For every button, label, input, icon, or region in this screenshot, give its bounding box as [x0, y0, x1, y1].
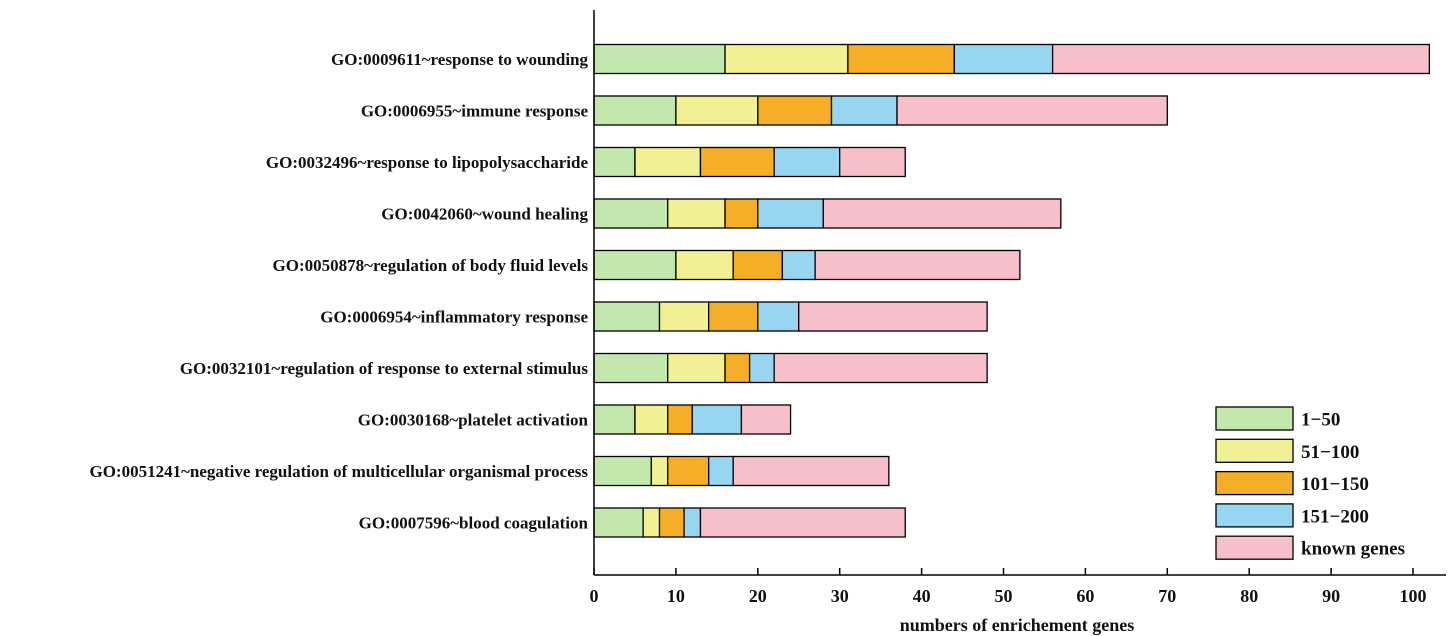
bar-segment	[667, 198, 726, 229]
bar-segment	[634, 146, 702, 178]
bar-segment	[724, 352, 751, 384]
x-tick-label: 70	[1158, 586, 1176, 606]
bar-segment	[748, 352, 775, 384]
bar-segment	[773, 352, 988, 384]
bar-segment	[593, 198, 669, 229]
legend-label: 51−100	[1301, 442, 1359, 463]
category-label: GO:0006954~inflammatory response	[320, 308, 588, 327]
legend-swatch	[1215, 438, 1294, 463]
category-label: GO:0009611~response to wounding	[331, 50, 588, 69]
legend: 1−50 51−100 101−150 151−200 known genes	[1215, 406, 1405, 560]
bar-segment	[675, 249, 734, 281]
bar-segment	[667, 404, 693, 435]
bar-segment	[642, 507, 661, 538]
legend-label: 151−200	[1301, 506, 1369, 527]
bar-segment	[896, 95, 1168, 126]
axes: 0 10 20 30 40 50 60 70 80 90 100 numbers of enrich…	[590, 10, 1446, 635]
x-tick-label: 0	[590, 586, 599, 606]
category-label: GO:0050878~regulation of body fluid leve…	[273, 256, 589, 275]
category-label: GO:0030168~platelet activation	[358, 411, 589, 430]
bar-segment	[634, 404, 669, 435]
bar-segment	[658, 507, 685, 538]
bar-segment	[757, 301, 800, 332]
bar-segment	[593, 404, 636, 435]
bar-segment	[593, 507, 644, 538]
bar-segment	[822, 198, 1062, 229]
bars	[593, 43, 1431, 538]
bar-segment	[953, 43, 1054, 75]
bar-segment	[699, 146, 775, 178]
x-tick-label: 80	[1240, 586, 1258, 606]
x-axis-title: numbers of enrichement genes	[900, 615, 1134, 635]
category-label: GO:0007596~blood coagulation	[359, 514, 589, 533]
legend-swatch	[1215, 535, 1294, 560]
bar-segment	[699, 507, 906, 538]
bar-segment	[593, 249, 677, 281]
category-label: GO:0051241~negative regulation of multic…	[89, 462, 588, 481]
legend-swatch	[1215, 470, 1294, 496]
bar-segment	[593, 43, 726, 75]
bar-segment	[593, 301, 661, 332]
bar-segment	[593, 352, 669, 384]
bar-segment	[740, 404, 792, 435]
legend-swatch	[1215, 406, 1294, 431]
bar-segment	[814, 249, 1021, 281]
x-tick-label: 60	[1076, 586, 1094, 606]
bar-segment	[683, 507, 702, 538]
x-tick-label: 30	[831, 586, 849, 606]
bar-segment	[691, 404, 743, 435]
bar-segment	[773, 146, 841, 178]
x-tick-label: 20	[749, 586, 767, 606]
legend-label: 101−150	[1301, 474, 1369, 495]
x-tick-label: 40	[913, 586, 931, 606]
category-labels: GO:0009611~response to wounding GO:000695…	[89, 50, 588, 533]
bar-segment	[593, 146, 636, 178]
bar-segment	[593, 455, 652, 487]
bar-segment	[757, 198, 824, 229]
x-axis-ticks: 0 10 20 30 40 50 60 70 80 90 100	[590, 568, 1427, 606]
bar-segment	[708, 455, 734, 487]
bar-segment	[732, 455, 890, 487]
legend-label: known genes	[1301, 539, 1405, 560]
legend-swatch	[1215, 503, 1294, 528]
bar-segment	[798, 301, 988, 332]
bar-segment	[675, 95, 759, 126]
x-tick-label: 100	[1400, 586, 1427, 606]
bar-segment	[667, 455, 710, 487]
category-label: GO:0032101~regulation of response to ext…	[180, 359, 589, 378]
bar-segment	[593, 95, 677, 126]
legend-label: 1−50	[1301, 410, 1340, 431]
bar-segment	[708, 301, 759, 332]
x-tick-label: 90	[1322, 586, 1340, 606]
bar-segment	[650, 455, 669, 487]
x-tick-label: 50	[995, 586, 1013, 606]
bar-segment	[830, 95, 898, 126]
bar-segment	[724, 198, 759, 229]
bar-segment	[781, 249, 816, 281]
category-label: GO:0006955~immune response	[361, 102, 589, 121]
category-label: GO:0032496~response to lipopolysaccharid…	[266, 153, 589, 172]
bar-segment	[724, 43, 849, 75]
bar-segment	[839, 146, 906, 178]
bar-segment	[847, 43, 956, 75]
category-label: GO:0042060~wound healing	[381, 205, 588, 224]
bar-segment	[757, 95, 833, 126]
bar-segment	[667, 352, 726, 384]
bar-segment	[658, 301, 710, 332]
bar-segment	[732, 249, 784, 281]
bar-segment	[1051, 43, 1431, 75]
x-tick-label: 10	[667, 586, 685, 606]
